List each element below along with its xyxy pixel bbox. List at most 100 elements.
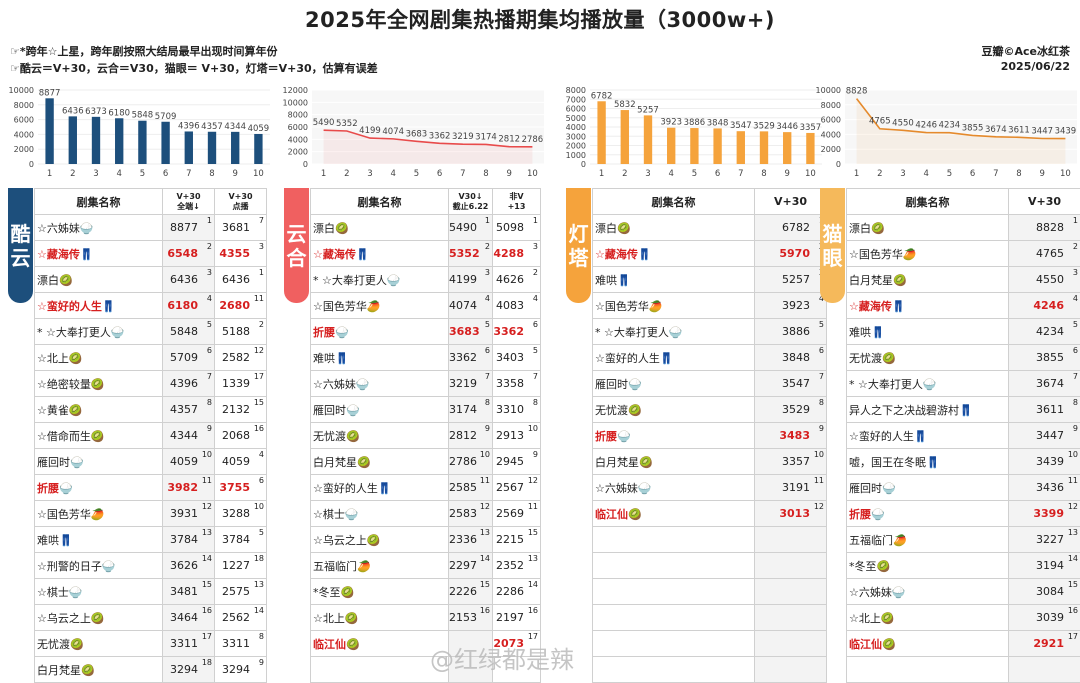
platform-banner: 灯塔 [566,188,591,303]
rank-number: 15 [201,580,212,589]
drama-name: 五福临门🥭 [310,552,449,579]
y-tick-label: 4000 [288,135,308,144]
data-label: 4396 [178,121,200,131]
value-text: 2132 [222,403,250,416]
value-text: 2073 [493,637,525,650]
table-row: ☆北上🥝 2153 16 2197 16 [310,604,541,631]
data-label: 6373 [85,107,107,117]
y-tick-label: 4000 [566,123,586,132]
drama-name [592,526,755,553]
table-row: ☆六姊妹🍚 3191 11 [592,474,827,501]
drama-name: 异人之下之决战碧游村👖 [846,396,1009,423]
rank-number: 17 [253,372,264,381]
chart-svg: 0100020003000400050006000700080006782583… [566,86,822,179]
table-row: ☆借命而生🥝 4344 9 2068 16 [34,422,267,449]
value-primary: 3529 8 [754,396,827,423]
drama-name [592,552,755,579]
rank-number: 8 [258,632,264,641]
x-tick-label: 1 [47,169,52,179]
plot-background [845,90,1077,164]
data-label: 5709 [155,112,177,122]
column-header: V30↓ 截止6.22 [448,188,493,215]
y-tick-label: 7000 [566,95,586,104]
x-tick-label: 6 [715,169,720,179]
table-row: 折腰🍚 3982 11 3755 6 [34,474,267,501]
drama-name: ☆六姊妹🍚 [34,214,163,241]
y-tick-label: 0 [303,160,308,169]
value-text: 2921 [1033,637,1064,650]
value-text: 2569 [496,507,524,520]
data-label: 4059 [248,124,270,134]
banner-char: 合 [286,245,307,270]
drama-name: * ☆大奉打更人🍚 [592,318,755,345]
rank-number: 13 [527,554,538,563]
value-text: 5490 [449,221,478,234]
y-tick-label: 4000 [14,130,34,139]
drama-name: 雁回时🍚 [846,474,1009,501]
table-row: 难哄👖 3784 13 3784 5 [34,526,267,553]
drama-name: ☆藏海传👖 [310,240,449,267]
drama-name: ☆北上🥝 [846,604,1009,631]
bar [713,128,722,164]
value-text: 6782 [782,221,810,234]
y-tick-label: 8000 [821,101,841,110]
table-header-row: 剧集名称 V+30 全端↓ V+30 点播 [34,188,267,215]
bar [759,131,769,164]
drama-name: 漂白🥝 [592,214,755,241]
rank-number: 11 [201,476,212,485]
rank-number: 1 [532,216,538,225]
value-text: 3294 [170,663,198,676]
value-text: 3923 [782,299,810,312]
table-row: ☆国色芳华🥭 4074 4 4083 4 [310,292,541,319]
rank-number: 8 [818,398,824,407]
value-text: 4234 [1036,325,1064,338]
table-row: ☆乌云之上🥝 3464 16 2562 14 [34,604,267,631]
table-row: * ☆大奉打更人🍚 3886 5 [592,318,827,345]
table-row: 折腰🍚 3683 5 3362 6 [310,318,541,345]
value-text: 4288 [493,247,525,260]
value-text: 2812 [449,429,478,442]
value-text: 5098 [496,221,524,234]
value-text: 2575 [222,585,250,598]
column-header: 非V +13 [492,188,541,215]
drama-name [310,656,449,683]
value-text: 2153 [449,611,478,624]
value-text: 6548 [167,247,198,260]
value-primary: 5848 5 [162,318,215,345]
drama-name: 白月梵星🥝 [846,266,1009,293]
x-tick-label: 8 [209,169,214,179]
data-label: 3923 [660,118,682,128]
data-label: 4234 [939,121,961,131]
banner-char: 云 [10,245,31,270]
platform-banner: 酷云 [8,188,33,303]
value-primary: 4074 4 [448,292,493,319]
value-primary [754,604,827,631]
value-primary: 2583 12 [448,500,493,527]
drama-name: 雁回时🍚 [592,370,755,397]
rank-number: 10 [527,424,538,433]
value-primary: 3886 5 [754,318,827,345]
value-text: 3547 [782,377,810,390]
table-row: 临江仙🥝 2073 17 [310,630,541,657]
drama-name: * ☆大奉打更人🍚 [34,318,163,345]
table-row: ☆绝密较量🥝 4396 7 1339 17 [34,370,267,397]
drama-name: 折腰🍚 [846,500,1009,527]
drama-name: ☆黄雀🥝 [34,396,163,423]
value-primary: 2921 17 [1008,630,1080,657]
value-primary: 3013 12 [754,500,827,527]
data-label: 4199 [359,126,381,136]
data-label: 3219 [452,132,474,142]
value-primary: 3855 6 [1008,344,1080,371]
value-secondary: 3311 8 [214,630,267,657]
y-tick-label: 10000 [283,98,308,107]
value-primary: 2812 9 [448,422,493,449]
value-text: 3358 [496,377,524,390]
table-row: * ☆大奉打更人🍚 3674 7 [846,370,1080,397]
value-primary: 5352 2 [448,240,493,267]
drama-name: ☆蛮好的人生👖 [846,422,1009,449]
value-primary: 3436 11 [1008,474,1080,501]
value-text: 3755 [219,481,250,494]
value-secondary: 2068 16 [214,422,267,449]
value-secondary: 2913 10 [492,422,541,449]
column-header: 剧集名称 [34,188,163,215]
